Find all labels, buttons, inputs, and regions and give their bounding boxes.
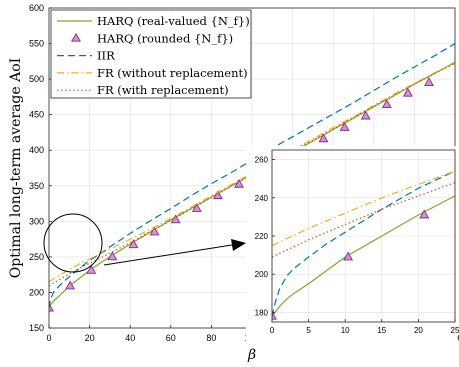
inset-x-tick-label-10: 10 bbox=[341, 326, 350, 335]
inset-x-tick-label-20: 20 bbox=[414, 326, 423, 335]
inset-marker-1-1 bbox=[343, 251, 354, 261]
main-series-line-3 bbox=[49, 62, 455, 283]
main-x-tick-label-0: 0 bbox=[46, 333, 51, 343]
main-y-tick-label-150: 150 bbox=[29, 323, 44, 333]
inset-x-tick-label-15: 15 bbox=[377, 326, 386, 335]
legend-label-0: HARQ (real-valued {N_f}) bbox=[97, 14, 250, 28]
main-marker-1-14 bbox=[339, 121, 350, 131]
legend-label-2: IIR bbox=[97, 49, 115, 63]
main-x-tick-label-20: 20 bbox=[85, 333, 95, 343]
inset-y-tick-label-240: 240 bbox=[255, 194, 269, 203]
main-y-tick-label-500: 500 bbox=[29, 74, 44, 84]
main-series-line-4 bbox=[49, 62, 455, 287]
inset-marker-1-2 bbox=[419, 209, 430, 219]
main-marker-1-1 bbox=[65, 280, 76, 290]
main-ticks: 0204060801001201401601802001502002503003… bbox=[29, 3, 459, 343]
inset-ticks: 0 5 10 15 20 25 180 200 220 240 260 bbox=[255, 156, 459, 335]
zoom-arrow-line bbox=[103, 244, 233, 266]
legend: HARQ (real-valued {N_f}) HARQ (rounded {N… bbox=[50, 9, 252, 99]
inset-series-line-4 bbox=[272, 181, 455, 258]
main-marker-1-15 bbox=[360, 110, 371, 120]
main-x-tick-label-40: 40 bbox=[125, 333, 135, 343]
inset-y-tick-label-220: 220 bbox=[255, 232, 269, 241]
main-marker-1-16 bbox=[381, 99, 392, 109]
main-y-tick-label-250: 250 bbox=[29, 252, 44, 262]
main-x-tick-label-80: 80 bbox=[206, 333, 216, 343]
legend-label-4: FR (with replacement) bbox=[97, 83, 229, 97]
zoom-arrow-head bbox=[231, 239, 246, 251]
main-marker-1-17 bbox=[402, 87, 413, 97]
legend-marker-1 bbox=[71, 32, 81, 42]
legend-box bbox=[50, 9, 252, 99]
inset-x-tick-label-25: 25 bbox=[451, 326, 459, 335]
legend-label-3: FR (without replacement) bbox=[97, 66, 248, 80]
main-marker-1-5 bbox=[149, 226, 160, 236]
y-axis-label: Optimal long-term average AoI bbox=[8, 58, 24, 278]
main-y-tick-label-450: 450 bbox=[29, 110, 44, 120]
inset-y-tick-label-180: 180 bbox=[255, 308, 269, 317]
x-axis-label: β bbox=[247, 347, 256, 363]
inset-series-group bbox=[272, 170, 455, 320]
main-y-tick-label-300: 300 bbox=[29, 216, 44, 226]
main-x-tick-label-60: 60 bbox=[166, 333, 176, 343]
inset-x-tick-label-0: 0 bbox=[270, 326, 275, 335]
main-y-tick-label-200: 200 bbox=[29, 287, 44, 297]
legend-label-1: HARQ (rounded {N_f}) bbox=[97, 31, 233, 45]
zoom-region-circle bbox=[43, 213, 103, 273]
main-series-line-2 bbox=[49, 43, 455, 309]
inset-series-line-0 bbox=[272, 195, 455, 317]
main-y-tick-label-400: 400 bbox=[29, 145, 44, 155]
main-marker-1-18 bbox=[424, 77, 434, 87]
main-marker-1-3 bbox=[107, 251, 118, 261]
inset-x-tick-label-5: 5 bbox=[306, 326, 311, 335]
main-y-tick-label-350: 350 bbox=[29, 181, 44, 191]
main-y-tick-label-600: 600 bbox=[29, 3, 44, 13]
main-y-tick-label-550: 550 bbox=[29, 39, 44, 49]
main-marker-1-8 bbox=[212, 190, 223, 200]
main-marker-1-4 bbox=[128, 239, 139, 249]
main-series-line-0 bbox=[49, 61, 455, 309]
main-marker-1-2 bbox=[86, 264, 97, 274]
inset-y-tick-label-200: 200 bbox=[255, 270, 269, 279]
inset-y-tick-label-260: 260 bbox=[255, 156, 269, 165]
main-marker-1-9 bbox=[234, 178, 244, 188]
main-marker-1-13 bbox=[318, 133, 329, 143]
